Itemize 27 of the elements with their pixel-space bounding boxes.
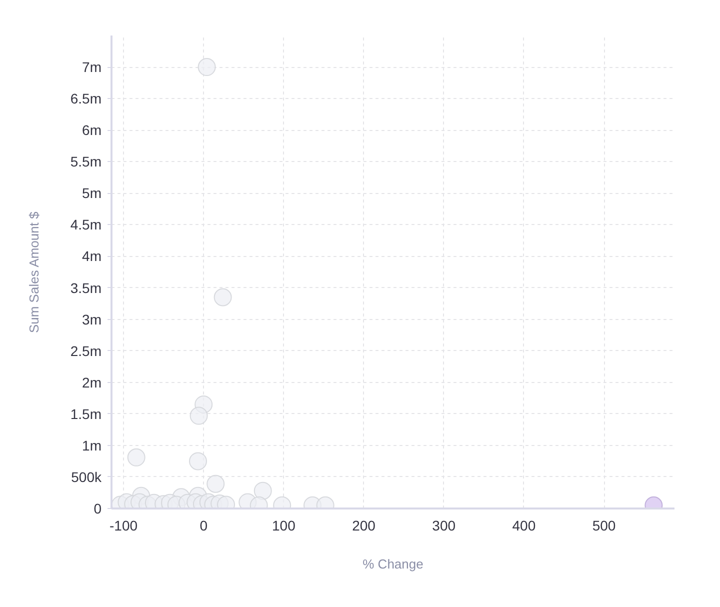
x-tick-label: 100: [272, 518, 296, 534]
y-tick-label: 2m: [82, 374, 102, 390]
y-tick-label: 3.5m: [70, 280, 102, 296]
y-tick-label: 500k: [71, 468, 102, 485]
x-tick-label: 300: [432, 518, 456, 534]
y-tick-label: 3m: [82, 311, 102, 328]
y-tick-label: 6.5m: [70, 90, 102, 107]
x-axis-title: % Change: [362, 556, 424, 572]
y-tick-label: 4m: [82, 248, 102, 264]
x-tick-label: 0: [200, 518, 208, 534]
x-tick-label: 200: [352, 518, 376, 534]
point: [190, 406, 208, 425]
y-tick-label: 1.5m: [70, 406, 102, 422]
x-tick-label: -100: [110, 518, 138, 534]
y-axis-title: Sum Sales Amount $: [26, 210, 42, 334]
y-tick-label: 0: [94, 500, 102, 516]
y-tick-label: 6m: [82, 122, 102, 138]
y-tick-label: 7m: [82, 59, 102, 76]
point: [127, 448, 146, 466]
x-tick-label: 400: [512, 518, 536, 534]
point: [214, 288, 232, 306]
y-tick-label: 2.5m: [70, 342, 102, 359]
x-tick-label: 500: [592, 518, 616, 534]
y-tick-label: 4.5m: [70, 216, 102, 233]
y-tick-label: 5.5m: [70, 154, 102, 170]
y-tick-label: 5m: [82, 185, 102, 202]
y-tick-label: 1m: [82, 437, 102, 454]
